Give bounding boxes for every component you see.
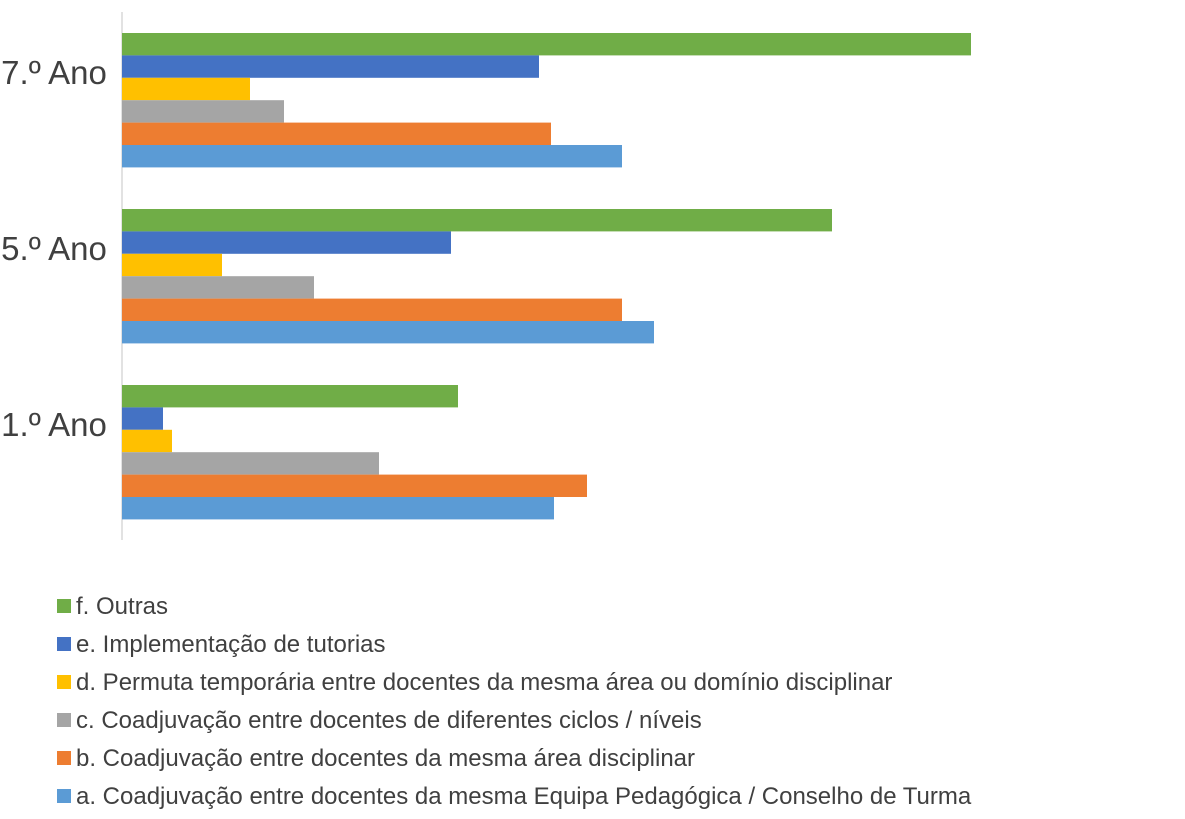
bar — [122, 429, 172, 453]
bar — [122, 77, 250, 101]
legend-label: f. Outras — [76, 593, 169, 620]
bar — [122, 385, 458, 408]
legend-item: d. Permuta temporária entre docentes da … — [57, 669, 892, 697]
legend-swatch — [57, 712, 71, 727]
legend-swatch — [57, 788, 71, 803]
legend-item: f. Outras — [57, 593, 168, 621]
category-label: 5.º Ano — [1, 230, 107, 267]
category-label: 1.º Ano — [1, 406, 107, 443]
bar — [122, 253, 222, 277]
bar — [122, 55, 539, 78]
bar — [122, 474, 587, 497]
bar — [122, 33, 971, 56]
bar — [122, 145, 622, 168]
category-label: 7.º Ano — [1, 54, 107, 91]
legend-item: b. Coadjuvação entre docentes da mesma á… — [57, 745, 695, 773]
bar — [122, 122, 551, 145]
legend-label: d. Permuta temporária entre docentes da … — [76, 669, 893, 696]
legend-swatch — [57, 750, 71, 765]
legend-item: a. Coadjuvação entre docentes da mesma E… — [57, 783, 971, 811]
legend-swatch — [57, 636, 71, 651]
bar — [122, 497, 554, 520]
bar — [122, 276, 314, 299]
bar — [122, 407, 163, 430]
legend-swatch — [57, 598, 71, 613]
bar — [122, 231, 451, 254]
legend-item: e. Implementação de tutorias — [57, 631, 386, 659]
legend-item: c. Coadjuvação entre docentes de diferen… — [57, 707, 702, 735]
bar — [122, 452, 379, 475]
legend-label: c. Coadjuvação entre docentes de diferen… — [76, 707, 702, 734]
legend-label: e. Implementação de tutorias — [76, 631, 386, 658]
legend-swatch — [57, 674, 71, 689]
bar — [122, 100, 284, 123]
legend-label: b. Coadjuvação entre docentes da mesma á… — [76, 745, 696, 772]
bar — [122, 298, 622, 321]
bar — [122, 321, 654, 344]
bar — [122, 209, 832, 232]
legend-label: a. Coadjuvação entre docentes da mesma E… — [76, 783, 972, 810]
